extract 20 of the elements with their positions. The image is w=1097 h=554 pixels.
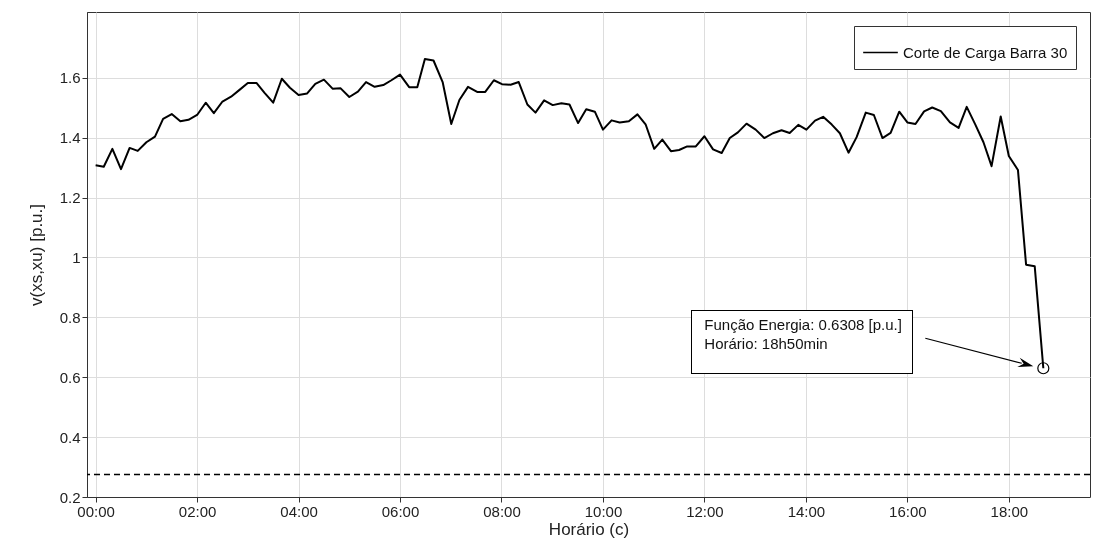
x-tick-label: 10:00: [584, 502, 623, 520]
x-tick-label: 18:00: [990, 502, 1029, 520]
x-tick-label: 16:00: [889, 502, 927, 520]
y-tick-label: 0.8: [59, 308, 81, 326]
annotation: Função Energia: 0.6308 [p.u.] Horário: 18h50min: [691, 310, 913, 375]
x-tick-label: 06:00: [381, 502, 420, 520]
x-tick-label: 08:00: [483, 502, 521, 520]
x-tick-label: 12:00: [686, 502, 724, 520]
y-tick-label: 1.4: [59, 129, 81, 147]
x-tick-label: 04:00: [280, 502, 318, 520]
x-tick-label: 02:00: [178, 502, 217, 520]
y-tick-label: 1.2: [59, 189, 81, 207]
legend-label: Corte de Carga Barra 30: [903, 43, 1068, 61]
y-tick-label: 0.6: [59, 368, 81, 386]
x-axis-title: Horário (c): [548, 519, 630, 539]
x-tick-label: 14:00: [787, 502, 826, 520]
y-tick-label: 1: [72, 248, 81, 266]
y-tick-label: 1.6: [59, 69, 81, 87]
y-axis-title: v(xs,xu) [p.u.]: [26, 203, 46, 307]
y-tick-label: 0.4: [59, 428, 81, 446]
